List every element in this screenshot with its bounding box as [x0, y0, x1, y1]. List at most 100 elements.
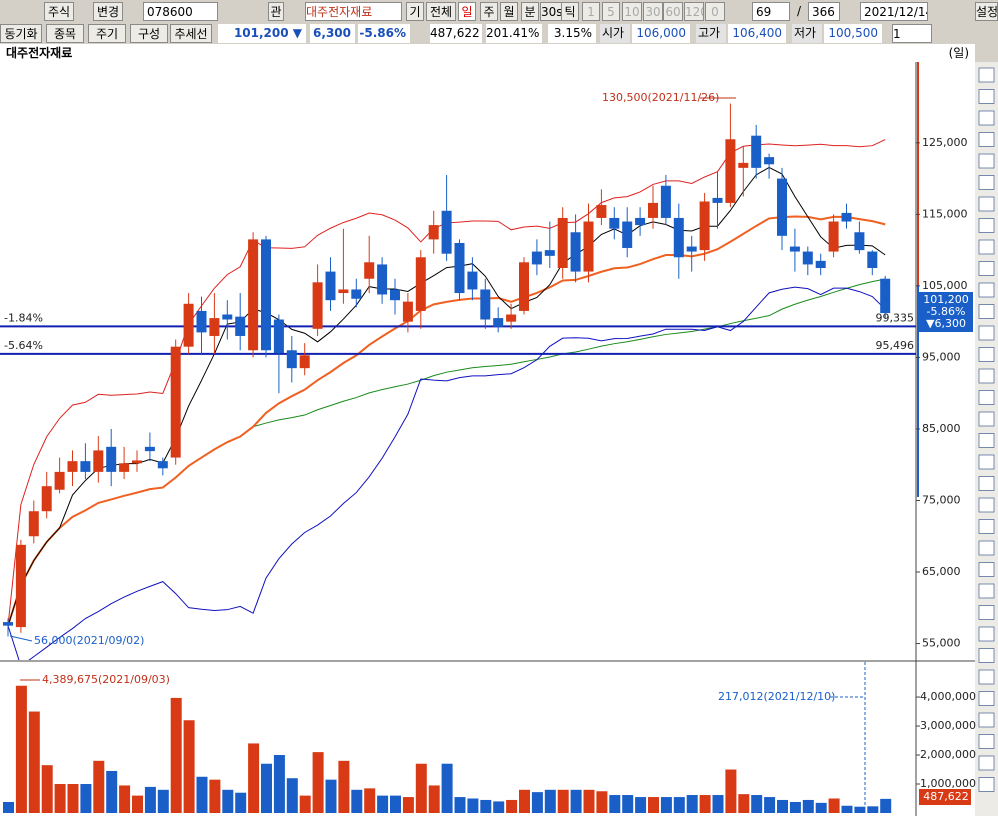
volume-bar — [67, 784, 79, 813]
volume-tick-label: 4,000,000 — [920, 690, 976, 703]
level-change: -5.64% — [4, 339, 43, 352]
volume-bar — [557, 789, 569, 813]
toolbar-item[interactable]: 틱 — [561, 2, 579, 21]
toolbar-item[interactable]: 487,622 — [430, 24, 482, 43]
volume-bar — [312, 752, 324, 813]
toolbar-item[interactable]: 저가 — [792, 24, 822, 43]
toolbar-item[interactable]: 30s — [540, 2, 562, 21]
toolbar-item[interactable]: 100,500 — [824, 24, 882, 43]
toolbar-item[interactable]: 기 — [406, 2, 424, 21]
candle-body — [493, 318, 504, 327]
toolbar-item[interactable]: 10 — [622, 2, 642, 21]
toolbar-item[interactable]: 주기 — [88, 24, 126, 43]
candle-body — [880, 278, 891, 314]
toolbar-item[interactable]: 078600 — [143, 2, 218, 21]
candle-body — [506, 314, 517, 322]
volume-bar — [570, 789, 582, 813]
tool-icon — [978, 110, 995, 126]
volume-bar — [390, 795, 401, 813]
volume-bar — [119, 785, 131, 813]
tool-icon — [978, 196, 995, 212]
candle-body — [789, 246, 800, 252]
candle-body — [738, 162, 749, 168]
toolbar-item[interactable]: 366 — [808, 2, 840, 21]
candle-body — [80, 461, 91, 472]
volume-bar — [15, 685, 27, 813]
volume-bar — [828, 798, 840, 813]
volume-bar — [222, 789, 234, 813]
toolbar-item[interactable]: 1 — [892, 24, 932, 43]
chart-bg — [0, 62, 975, 816]
toolbar-item[interactable]: 30 — [643, 2, 663, 21]
tool-icon — [978, 562, 995, 577]
toolbar-item[interactable]: 설정 — [975, 2, 998, 21]
toolbar-item[interactable]: 전체 — [426, 2, 456, 21]
volume-bar — [738, 794, 750, 813]
title-bar: 대주전자재료 (일) — [0, 44, 975, 63]
toolbar-item[interactable]: 구성 — [130, 24, 168, 43]
high-annotation: 130,500(2021/11/26) — [602, 91, 719, 104]
candle-body — [3, 622, 13, 626]
toolbar-item[interactable]: 대주전자재료 — [305, 2, 402, 21]
volume-bar — [144, 786, 156, 813]
volume-bar — [402, 797, 414, 813]
volume-tick-label: 3,000,000 — [920, 719, 976, 732]
volume-bar — [648, 797, 659, 813]
volume-bar — [273, 755, 285, 813]
volume-bar — [325, 779, 337, 813]
tool-icon — [978, 583, 995, 599]
toolbar-item[interactable]: 일 — [458, 2, 476, 21]
toolbar-item[interactable]: 동기화 — [0, 24, 42, 43]
toolbar-item[interactable]: 3.15% — [548, 24, 596, 43]
candle-body — [402, 301, 413, 322]
toolbar-item[interactable]: 고가 — [696, 24, 726, 43]
y-tick-label: 95,000 — [922, 350, 961, 363]
toolbar-item[interactable]: 추세선 — [170, 24, 212, 43]
volume-bar — [196, 776, 208, 813]
volume-bar — [506, 799, 518, 813]
toolbar-item[interactable]: 106,000 — [632, 24, 690, 43]
toolbar-item[interactable]: 5 — [602, 2, 620, 21]
candle-body — [415, 257, 426, 311]
candle-body — [119, 463, 130, 472]
price-tag: ▼6,300 — [926, 317, 966, 330]
toolbar-item[interactable]: 60 — [663, 2, 683, 21]
toolbar-item[interactable]: 월 — [500, 2, 518, 21]
candle-body — [802, 251, 813, 265]
toolbar-item[interactable]: 106,400 — [728, 24, 786, 43]
toolbar-item[interactable]: 시가 — [600, 24, 630, 43]
candle-body — [196, 310, 207, 333]
toolbar-row1: 주식 변경 078600 관 대주전자재료기전체일주월분30s틱151030601200… — [0, 0, 998, 22]
toolbar-item[interactable]: 종목 — [46, 24, 84, 43]
toolbar-item[interactable]: 관 — [268, 2, 284, 21]
tool-icon — [978, 777, 995, 792]
toolbar-item[interactable]: 0 — [705, 2, 725, 21]
candle-body — [248, 239, 259, 351]
toolbar-item[interactable]: 1 — [582, 2, 600, 21]
candle-body — [544, 250, 555, 256]
volume-bar — [209, 779, 221, 813]
toolbar-item[interactable]: 120 — [684, 2, 704, 21]
toolbar-item[interactable]: 주 — [480, 2, 498, 21]
candle-body — [28, 511, 39, 537]
toolbar-item[interactable]: 6,300 — [310, 24, 355, 43]
tool-icon — [978, 712, 995, 728]
toolbar-item[interactable]: 분 — [521, 2, 539, 21]
toolbar-item[interactable]: / — [796, 4, 802, 18]
volume-bar — [764, 797, 776, 813]
toolbar-item[interactable]: -5.86% — [358, 24, 410, 43]
candle-body — [635, 217, 646, 226]
tool-icon — [978, 67, 995, 83]
toolbar-item[interactable]: 69 — [752, 2, 790, 21]
toolbar-item[interactable]: 201.41% — [486, 24, 542, 43]
volume-bar — [170, 697, 182, 813]
toolbar-item[interactable]: 주식 — [44, 2, 74, 21]
toolbar-item[interactable]: 2021/12/14 — [860, 2, 928, 21]
candle-body — [54, 471, 65, 490]
volume-bar — [854, 806, 866, 813]
toolbar-item[interactable]: 101,200 ▼ — [218, 24, 306, 43]
volume-bar — [93, 760, 105, 813]
toolbar-item[interactable]: 변경 — [93, 2, 123, 21]
candle-body — [557, 217, 568, 269]
annotation-line — [9, 635, 33, 642]
